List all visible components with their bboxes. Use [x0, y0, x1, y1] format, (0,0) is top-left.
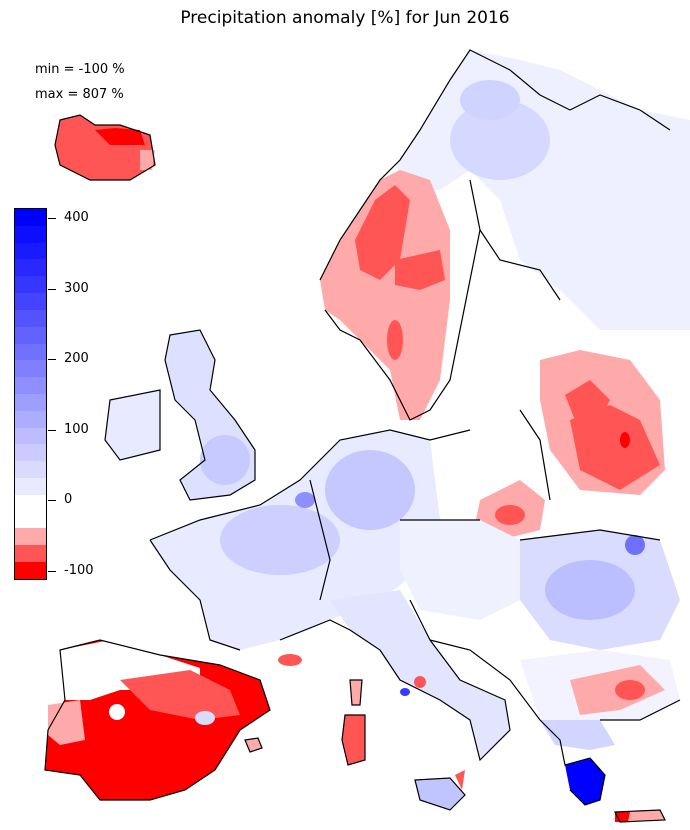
colorbar-band: [15, 209, 46, 226]
colorbar-band: [15, 393, 46, 411]
colorbar-tick-label: 0: [64, 492, 73, 507]
colorbar-band: [15, 545, 46, 563]
colorbar-band: [15, 478, 46, 495]
colorbar-tick: [48, 500, 56, 501]
colorbar-tick: [48, 430, 56, 431]
colorbar: [14, 208, 47, 580]
colorbar-tick-label: 400: [64, 210, 89, 225]
colorbar-band: [15, 562, 46, 579]
colorbar-tick-label: 100: [64, 422, 89, 437]
max-value-label: max = 807 %: [35, 87, 124, 102]
colorbar-tick: [48, 218, 56, 219]
colorbar-band: [15, 444, 46, 462]
min-value-label: min = -100 %: [35, 62, 125, 77]
colorbar-band: [15, 511, 46, 529]
colorbar-tick: [48, 571, 56, 572]
colorbar-band: [15, 242, 46, 260]
colorbar-band: [15, 410, 46, 428]
colorbar-band: [15, 293, 46, 310]
colorbar-band: [15, 225, 46, 243]
colorbar-band: [15, 427, 46, 445]
colorbar-tick-label: 300: [64, 281, 89, 296]
map-title: Precipitation anomaly [%] for Jun 2016: [180, 8, 510, 28]
colorbar-tick: [48, 359, 56, 360]
colorbar-band: [15, 343, 46, 361]
coastlines: [44, 49, 681, 823]
land-fills: [45, 50, 690, 822]
colorbar-band: [15, 309, 46, 327]
colorbar-band: [15, 377, 46, 394]
colorbar-tick-label: 200: [64, 351, 89, 366]
colorbar-band: [15, 528, 46, 546]
colorbar-band: [15, 259, 46, 277]
colorbar-band: [15, 494, 46, 512]
colorbar-tick-label: -100: [64, 563, 94, 578]
colorbar-tick: [48, 289, 56, 290]
colorbar-band: [15, 461, 46, 478]
colorbar-band: [15, 360, 46, 378]
colorbar-band: [15, 326, 46, 344]
colorbar-band: [15, 276, 46, 294]
